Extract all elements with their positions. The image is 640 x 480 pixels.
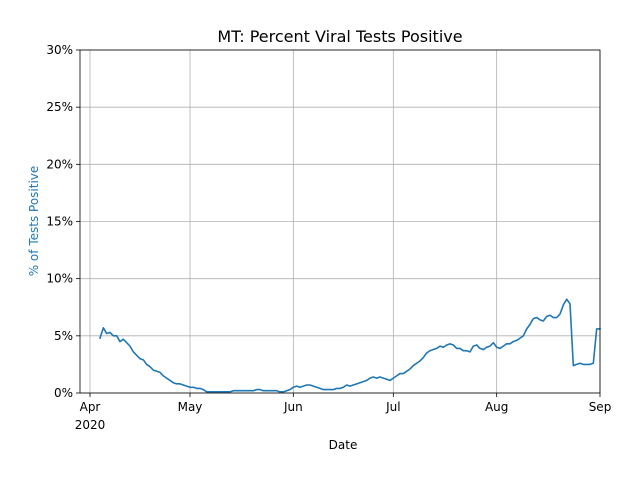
y-tick-label: 10% [46,272,73,286]
plot-frame [79,49,601,394]
x-tick-label: May [178,400,203,414]
x-tick-label: Sep [589,400,612,414]
y-tick-label: 25% [46,100,73,114]
ticks: Apr 2020 May Jun Jul Aug Sep 0% 5% 10% 15% 20% 25% 30… [46,43,611,432]
y-tick-label: 30% [46,43,73,57]
x-tick-label: Aug [485,400,508,414]
x-tick-label: Jul [385,400,400,414]
y-tick-label: 15% [46,215,73,229]
series-line [98,298,601,393]
chart-title: MT: Percent Viral Tests Positive [217,27,462,46]
x-tick-sublabel: 2020 [75,418,106,432]
y-tick-label: 20% [46,157,73,171]
y-tick-label: 0% [54,386,73,400]
y-axis-label: % of Tests Positive [27,166,41,277]
x-tick-label: Apr [80,400,101,414]
grid [80,49,601,394]
series-layer [98,298,601,393]
x-axis-label: Date [329,438,358,452]
y-tick-label: 5% [54,329,73,343]
x-tick-label: Jun [283,400,303,414]
